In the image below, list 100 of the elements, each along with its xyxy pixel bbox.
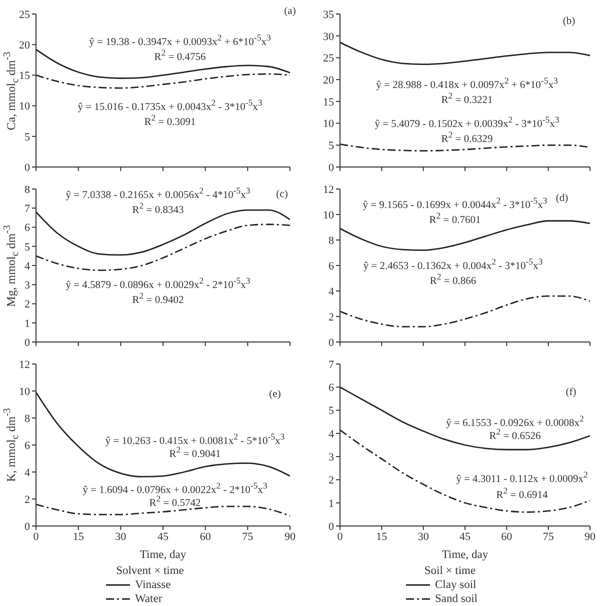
y-tick-label: 1 xyxy=(328,498,334,510)
annotation: ŷ = 6.1553 - 0.0926x + 0.0008x$^{2}$ xyxy=(446,412,584,429)
y-tick-label: 10 xyxy=(19,386,30,398)
annotation: (b) xyxy=(562,16,576,28)
annotation: ŷ = 9.1565 - 0.1699x + 0.0044x$^{2}$ - 3*10$^{-5}$x$^{3}$ xyxy=(362,194,548,212)
annotation: ŷ = 4.5879 - 0.0896x + 0.0029x$^{2}$ - 2*10$^{-5}$x$^{3}$ xyxy=(66,274,250,292)
x-tick-label: 60 xyxy=(501,530,513,543)
x-tick-label: 30 xyxy=(115,530,127,543)
y-tick-label: 6 xyxy=(328,382,334,394)
legend-label: Vinasse xyxy=(135,578,171,592)
annotation: R$^{2}$ = 0.6526 xyxy=(489,426,541,442)
annotation: ŷ = 15.016 - 0.1735x + 0.0043x$^{2}$ - 3*10$^{-5}$x$^{3}$ xyxy=(78,96,262,114)
x-tick-label: 15 xyxy=(72,530,84,543)
y-tick-label: 2 xyxy=(24,298,30,311)
x-axis-title: Time, day xyxy=(442,548,488,562)
y-tick-label: 10 xyxy=(323,118,334,130)
annotation: R$^{2}$ = 0.4756 xyxy=(154,46,206,64)
legend-label: Sand soil xyxy=(435,592,478,606)
y-tick-label: 0 xyxy=(328,162,334,174)
x-tick-label: 75 xyxy=(542,530,554,543)
y-tick-label: 7 xyxy=(24,203,30,216)
annotation: ŷ = 4.3011 - 0.112x + 0.0009x$^{2}$ xyxy=(456,468,588,486)
y-tick-label: 0 xyxy=(24,162,30,174)
annotation: (c) xyxy=(276,189,288,201)
y-tick-label: 35 xyxy=(323,8,334,21)
y-tick-label: 10 xyxy=(323,209,334,222)
annotation: R$^{2}$ = 0.8343 xyxy=(132,199,184,217)
x-axis-title: Time, day xyxy=(140,548,186,562)
y-tick-label: 5 xyxy=(24,241,30,254)
line-series xyxy=(340,429,590,513)
y-tick-label: 5 xyxy=(24,131,30,144)
annotation: R$^{2}$ = 0.6329 xyxy=(441,128,493,146)
y-tick-label: 25 xyxy=(323,52,334,65)
annotation: ŷ = 28.988 - 0.418x + 0.0097x$^{2}$ + 6*10$^{-5}$x$^{3}$ xyxy=(376,74,558,92)
y-tick-label: 6 xyxy=(24,222,30,234)
y-tick-label: 1 xyxy=(24,318,30,330)
x-tick-label: 0 xyxy=(337,530,344,543)
legend-label: Clay soil xyxy=(435,578,476,592)
y-tick-label: 8 xyxy=(328,234,334,247)
y-tick-label: 6 xyxy=(328,260,334,272)
legend-label: Water xyxy=(135,592,162,606)
line-series xyxy=(340,42,590,65)
x-tick-label: 0 xyxy=(33,530,40,543)
annotation: R$^{2}$ = 0.9041 xyxy=(169,444,221,460)
annotation: ŷ = 5.4079 - 0.1502x + 0.0039x$^{2}$ - 3*10$^{-5}$x$^{3}$ xyxy=(374,113,560,131)
y-tick-label: 0 xyxy=(328,520,334,533)
x-tick-label: 75 xyxy=(242,530,254,543)
y-tick-label: 7 xyxy=(328,358,334,371)
annotation: R$^{2}$ = 0.6914 xyxy=(496,484,548,502)
line-series xyxy=(340,386,590,450)
annotation: ŷ = 7.0338 - 0.2165x + 0.0056x$^{2}$ - 4*10$^{-5}$x$^{3}$ xyxy=(66,184,250,202)
annotation: R$^{2}$ = 0.3091 xyxy=(144,111,196,129)
x-tick-label: 45 xyxy=(158,530,169,543)
annotation: (d) xyxy=(556,193,568,205)
y-tick-label: 4 xyxy=(328,428,334,440)
x-tick-label: 30 xyxy=(418,530,430,543)
annotation: (e) xyxy=(269,389,281,401)
y-tick-label: 4 xyxy=(24,260,30,272)
legend-title: Soil × time xyxy=(424,564,476,578)
annotation: ŷ = 1.6094 - 0.0796x + 0.0022x$^{2}$ - 2*10$^{-5}$x$^{3}$ xyxy=(82,479,268,496)
y-tick-label: 5 xyxy=(328,405,334,418)
annotation: (f) xyxy=(566,387,576,399)
y-tick-label: 12 xyxy=(323,184,334,196)
y-tick-label: 6 xyxy=(24,440,30,452)
y-tick-label: 0 xyxy=(24,520,30,533)
y-tick-label: 0 xyxy=(24,336,30,349)
x-tick-label: 15 xyxy=(376,530,388,543)
y-tick-label: 0 xyxy=(328,336,334,349)
y-tick-label: 5 xyxy=(328,140,334,152)
annotation: (a) xyxy=(284,6,296,18)
y-tick-label: 15 xyxy=(323,96,334,108)
annotation: R$^{2}$ = 0.866 xyxy=(430,270,476,288)
y-tick-label: 10 xyxy=(19,100,30,113)
annotation: R$^{2}$ = 0.7601 xyxy=(429,209,481,227)
y-tick-label: 2 xyxy=(328,474,334,487)
y-tick-label: 8 xyxy=(24,412,30,425)
annotation: R$^{2}$ = 0.3221 xyxy=(441,89,493,107)
y-tick-label: 4 xyxy=(328,286,334,298)
x-tick-label: 90 xyxy=(284,530,296,543)
y-tick-label: 2 xyxy=(328,311,334,324)
line-series xyxy=(340,295,590,328)
y-tick-label: 4 xyxy=(24,466,30,479)
y-tick-label: 20 xyxy=(323,74,334,86)
line-series xyxy=(36,392,290,478)
x-tick-label: 45 xyxy=(460,530,471,543)
y-tick-label: 3 xyxy=(328,451,334,464)
y-tick-label: 3 xyxy=(24,280,30,292)
line-series xyxy=(36,224,290,271)
y-tick-label: 20 xyxy=(19,40,30,52)
y-tick-label: 12 xyxy=(19,358,30,371)
annotation: ŷ = 10.263 - 0.415x + 0.0081x$^{2}$ - 5*10$^{-5}$x$^{3}$ xyxy=(105,430,285,447)
x-tick-label: 90 xyxy=(584,530,596,543)
line-series xyxy=(340,144,590,152)
y-tick-label: 30 xyxy=(323,30,334,43)
legend-title: Solvent × time xyxy=(116,564,184,578)
y-tick-label: 15 xyxy=(19,70,30,82)
annotation: ŷ = 19.38 - 0.3947x + 0.0093x$^{2}$ + 6*10$^{-5}$x$^{3}$ xyxy=(89,31,271,49)
y-tick-label: 2 xyxy=(24,494,30,506)
annotation: R$^{2}$ = 0.9402 xyxy=(132,289,184,307)
annotation: ŷ = 2.4653 - 0.1362x + 0.004x$^{2}$ - 3*10$^{-5}$x$^{3}$ xyxy=(363,255,543,273)
